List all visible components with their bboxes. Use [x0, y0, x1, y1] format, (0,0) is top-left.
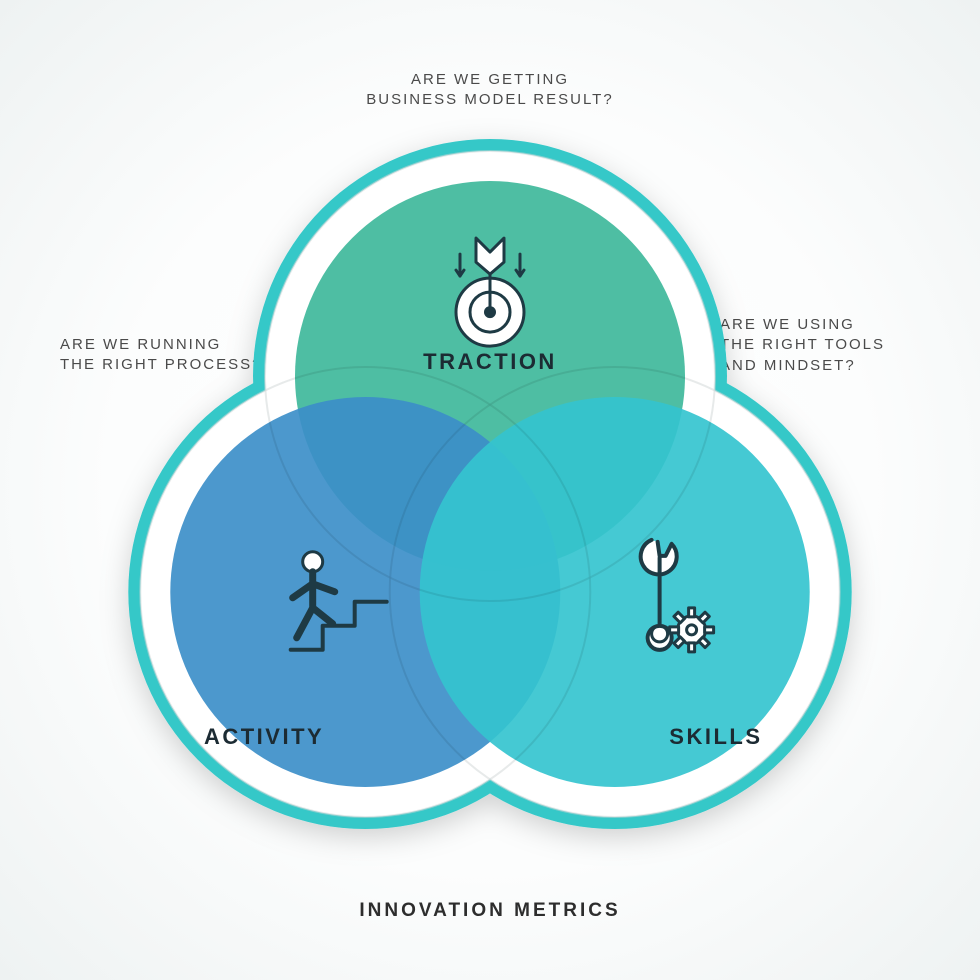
diagram-stage: ARE WE GETTING BUSINESS MODEL RESULT? AR… [0, 0, 980, 980]
footer-title: INNOVATION METRICS [359, 900, 620, 922]
venn-svg: TRACTION ACTIVITY SKILLS [0, 0, 980, 980]
label-skills: SKILLS [669, 724, 762, 749]
label-activity: ACTIVITY [204, 724, 324, 749]
label-traction: TRACTION [423, 349, 557, 374]
